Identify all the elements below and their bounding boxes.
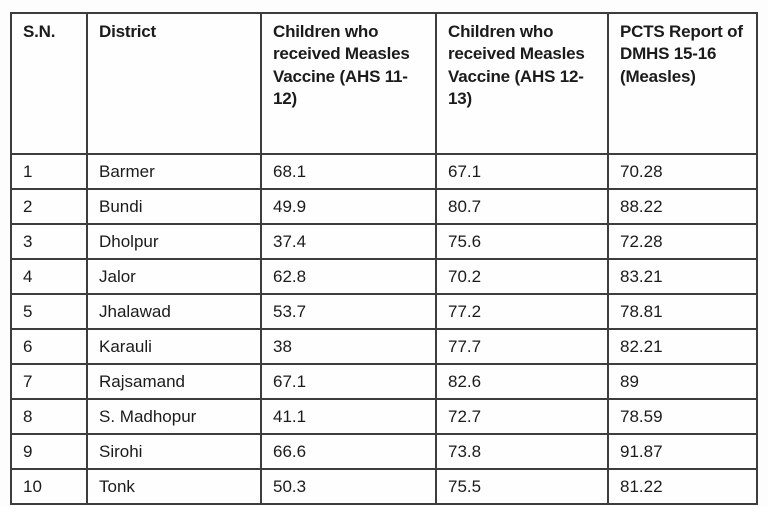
district-cell: Rajsamand <box>86 363 262 400</box>
sn-cell: 5 <box>10 293 88 330</box>
pcts-cell: 72.28 <box>607 223 758 260</box>
pcts-cell: 81.22 <box>607 468 758 505</box>
table-row: 6 Karauli 38 77.7 82.21 <box>10 328 758 365</box>
table-header: S.N. District Children who received Meas… <box>10 12 758 155</box>
sn-cell: 9 <box>10 433 88 470</box>
table-row: 4 Jalor 62.8 70.2 83.21 <box>10 258 758 295</box>
district-cell: Jhalawad <box>86 293 262 330</box>
ahs-12-13-cell: 72.7 <box>435 398 609 435</box>
pcts-cell: 88.22 <box>607 188 758 225</box>
column-header-sn: S.N. <box>10 12 88 155</box>
table-body: 1 Barmer 68.1 67.1 70.28 2 Bundi 49.9 80… <box>10 153 758 505</box>
ahs-11-12-cell: 67.1 <box>260 363 437 400</box>
sn-cell: 4 <box>10 258 88 295</box>
ahs-12-13-cell: 67.1 <box>435 153 609 190</box>
sn-cell: 7 <box>10 363 88 400</box>
ahs-11-12-cell: 41.1 <box>260 398 437 435</box>
ahs-12-13-cell: 77.7 <box>435 328 609 365</box>
sn-cell: 2 <box>10 188 88 225</box>
pcts-cell: 78.59 <box>607 398 758 435</box>
pcts-cell: 82.21 <box>607 328 758 365</box>
ahs-12-13-cell: 75.6 <box>435 223 609 260</box>
table-row: 7 Rajsamand 67.1 82.6 89 <box>10 363 758 400</box>
table-row: 9 Sirohi 66.6 73.8 91.87 <box>10 433 758 470</box>
column-header-ahs-11-12: Children who received Measles Vaccine (A… <box>260 12 437 155</box>
table-row: 8 S. Madhopur 41.1 72.7 78.59 <box>10 398 758 435</box>
pcts-cell: 70.28 <box>607 153 758 190</box>
pcts-cell: 91.87 <box>607 433 758 470</box>
table-row: 2 Bundi 49.9 80.7 88.22 <box>10 188 758 225</box>
ahs-11-12-cell: 62.8 <box>260 258 437 295</box>
column-header-ahs-12-13: Children who received Measles Vaccine (A… <box>435 12 609 155</box>
ahs-12-13-cell: 70.2 <box>435 258 609 295</box>
district-cell: Karauli <box>86 328 262 365</box>
district-cell: S. Madhopur <box>86 398 262 435</box>
column-header-district: District <box>86 12 262 155</box>
measles-vaccine-table: S.N. District Children who received Meas… <box>10 12 758 505</box>
ahs-11-12-cell: 66.6 <box>260 433 437 470</box>
district-cell: Bundi <box>86 188 262 225</box>
ahs-11-12-cell: 53.7 <box>260 293 437 330</box>
ahs-11-12-cell: 68.1 <box>260 153 437 190</box>
ahs-12-13-cell: 77.2 <box>435 293 609 330</box>
district-cell: Barmer <box>86 153 262 190</box>
table-row: 3 Dholpur 37.4 75.6 72.28 <box>10 223 758 260</box>
sn-cell: 3 <box>10 223 88 260</box>
column-header-pcts-report: PCTS Report of DMHS 15-16 (Measles) <box>607 12 758 155</box>
pcts-cell: 83.21 <box>607 258 758 295</box>
sn-cell: 10 <box>10 468 88 505</box>
ahs-11-12-cell: 38 <box>260 328 437 365</box>
district-cell: Dholpur <box>86 223 262 260</box>
pcts-cell: 78.81 <box>607 293 758 330</box>
sn-cell: 8 <box>10 398 88 435</box>
pcts-cell: 89 <box>607 363 758 400</box>
ahs-11-12-cell: 37.4 <box>260 223 437 260</box>
ahs-12-13-cell: 80.7 <box>435 188 609 225</box>
district-cell: Jalor <box>86 258 262 295</box>
table-row: 5 Jhalawad 53.7 77.2 78.81 <box>10 293 758 330</box>
header-row: S.N. District Children who received Meas… <box>10 12 758 155</box>
ahs-12-13-cell: 73.8 <box>435 433 609 470</box>
sn-cell: 1 <box>10 153 88 190</box>
table-row: 10 Tonk 50.3 75.5 81.22 <box>10 468 758 505</box>
ahs-11-12-cell: 50.3 <box>260 468 437 505</box>
ahs-12-13-cell: 75.5 <box>435 468 609 505</box>
ahs-11-12-cell: 49.9 <box>260 188 437 225</box>
table-row: 1 Barmer 68.1 67.1 70.28 <box>10 153 758 190</box>
sn-cell: 6 <box>10 328 88 365</box>
district-cell: Sirohi <box>86 433 262 470</box>
district-cell: Tonk <box>86 468 262 505</box>
ahs-12-13-cell: 82.6 <box>435 363 609 400</box>
